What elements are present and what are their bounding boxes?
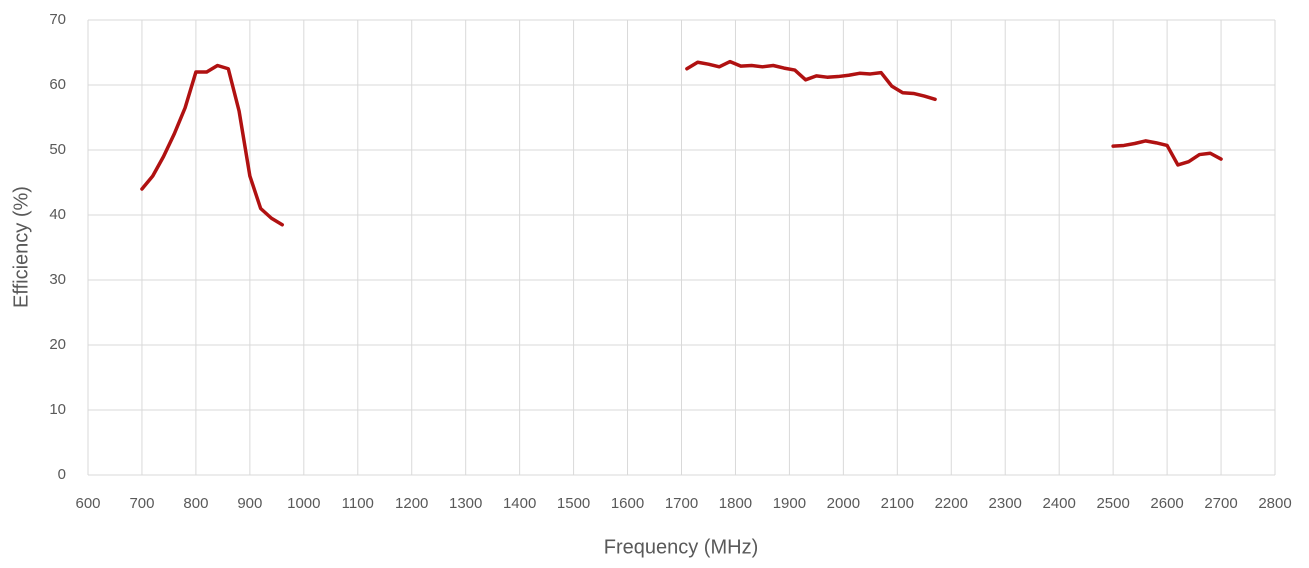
x-tick-label: 1900 bbox=[773, 495, 806, 512]
x-tick-label: 1800 bbox=[719, 495, 752, 512]
x-tick-label: 2300 bbox=[989, 495, 1022, 512]
y-tick-label: 20 bbox=[49, 336, 66, 353]
x-tick-label: 800 bbox=[183, 495, 208, 512]
y-tick-label: 60 bbox=[49, 76, 66, 93]
x-tick-label: 1000 bbox=[287, 495, 320, 512]
y-tick-label: 0 bbox=[58, 466, 66, 483]
x-axis-title: Frequency (MHz) bbox=[604, 536, 758, 558]
x-tick-label: 2200 bbox=[935, 495, 968, 512]
x-tick-label: 2000 bbox=[827, 495, 860, 512]
x-tick-label: 1700 bbox=[665, 495, 698, 512]
x-tick-label: 1600 bbox=[611, 495, 644, 512]
y-tick-label: 50 bbox=[49, 141, 66, 158]
y-axis-title: Efficiency (%) bbox=[10, 186, 32, 308]
y-tick-label: 40 bbox=[49, 206, 66, 223]
x-tick-label: 2800 bbox=[1258, 495, 1291, 512]
y-tick-label: 30 bbox=[49, 271, 66, 288]
x-tick-label: 1400 bbox=[503, 495, 536, 512]
x-tick-label: 2700 bbox=[1204, 495, 1237, 512]
x-tick-label: 2600 bbox=[1150, 495, 1183, 512]
x-tick-label: 2400 bbox=[1042, 495, 1075, 512]
y-tick-label: 10 bbox=[49, 401, 66, 418]
x-tick-label: 600 bbox=[75, 495, 100, 512]
x-tick-label: 2500 bbox=[1096, 495, 1129, 512]
x-tick-label: 1100 bbox=[342, 495, 374, 512]
x-tick-label: 2100 bbox=[881, 495, 914, 512]
x-tick-label: 900 bbox=[237, 495, 262, 512]
x-tick-label: 1200 bbox=[395, 495, 428, 512]
x-tick-label: 1500 bbox=[557, 495, 590, 512]
y-tick-label: 70 bbox=[49, 11, 66, 28]
data-line bbox=[140, 59, 1223, 227]
x-tick-label: 700 bbox=[129, 495, 154, 512]
x-tick-label: 1300 bbox=[449, 495, 482, 512]
